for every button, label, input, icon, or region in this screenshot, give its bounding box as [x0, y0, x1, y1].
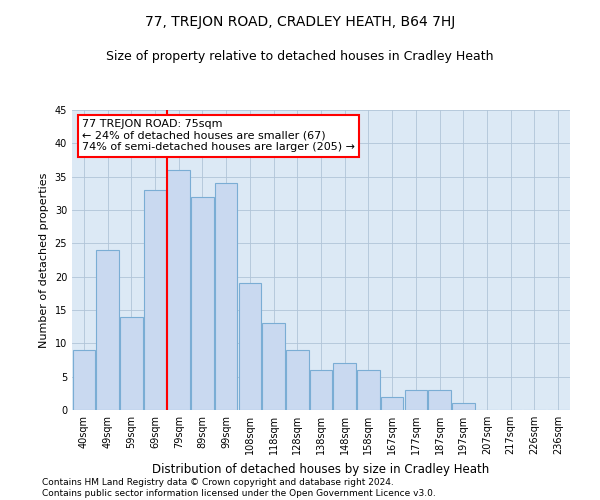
Text: 77 TREJON ROAD: 75sqm
← 24% of detached houses are smaller (67)
74% of semi-deta: 77 TREJON ROAD: 75sqm ← 24% of detached … [82, 119, 355, 152]
Bar [239, 284, 261, 410]
Bar [120, 316, 143, 410]
X-axis label: Distribution of detached houses by size in Cradley Heath: Distribution of detached houses by size … [152, 462, 490, 475]
Bar [97, 250, 119, 410]
Bar [73, 350, 95, 410]
Bar [428, 390, 451, 410]
Bar [215, 184, 238, 410]
Bar [452, 404, 475, 410]
Text: Size of property relative to detached houses in Cradley Heath: Size of property relative to detached ho… [106, 50, 494, 63]
Bar [191, 196, 214, 410]
Text: 77, TREJON ROAD, CRADLEY HEATH, B64 7HJ: 77, TREJON ROAD, CRADLEY HEATH, B64 7HJ [145, 15, 455, 29]
Text: Contains HM Land Registry data © Crown copyright and database right 2024.
Contai: Contains HM Land Registry data © Crown c… [42, 478, 436, 498]
Y-axis label: Number of detached properties: Number of detached properties [39, 172, 49, 348]
Bar [357, 370, 380, 410]
Bar [167, 170, 190, 410]
Bar [310, 370, 332, 410]
Bar [262, 324, 285, 410]
Bar [404, 390, 427, 410]
Bar [334, 364, 356, 410]
Bar [381, 396, 403, 410]
Bar [286, 350, 308, 410]
Bar [144, 190, 166, 410]
